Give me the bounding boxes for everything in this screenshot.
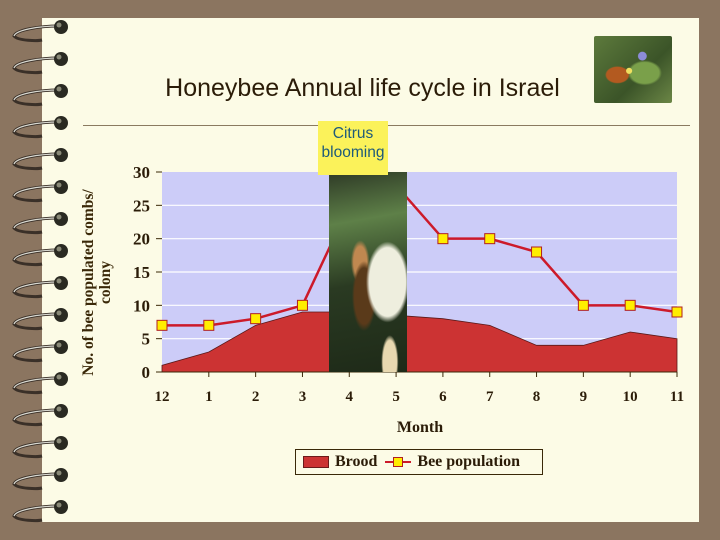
y-tick-label: 25 (133, 196, 150, 215)
x-axis-label: Month (397, 419, 443, 436)
bee-population-marker (296, 299, 308, 311)
y-tick-label: 15 (133, 263, 150, 282)
binding-ring-icon (12, 500, 68, 522)
binding-ring-icon (12, 116, 68, 138)
binding-ring-icon (12, 20, 68, 42)
brood-area (161, 311, 678, 373)
x-tick-label: 4 (346, 389, 354, 405)
binding-ring-icon (12, 436, 68, 458)
bee-population-line (162, 183, 678, 327)
bee-population-marker (203, 319, 215, 331)
brood-swatch-icon (303, 456, 329, 468)
binding-ring-icon (12, 276, 68, 298)
binding-ring-icon (12, 52, 68, 74)
bee-on-flower-photo (594, 36, 672, 103)
bee-on-citrus-blossom-photo (329, 172, 407, 372)
citrus-blooming-annotation: Citrus blooming (318, 121, 388, 175)
binding-ring-icon (12, 84, 68, 106)
bee-population-marker (531, 246, 543, 258)
bee-population-marker (484, 233, 496, 245)
binding-ring-icon (12, 468, 68, 490)
binding-ring-icon (12, 212, 68, 234)
bee-population-swatch-icon (385, 455, 412, 469)
x-tick-label: 8 (533, 389, 541, 405)
chart-legend: Brood Bee population (295, 449, 543, 475)
y-tick-label: 5 (142, 330, 151, 349)
x-tick-label: 2 (252, 389, 260, 405)
bee-population-marker (671, 306, 683, 318)
x-tick-label: 5 (392, 389, 400, 405)
binding-ring-icon (12, 404, 68, 426)
y-tick-label: 20 (133, 230, 150, 249)
bee-population-marker (624, 299, 636, 311)
binding-ring-icon (12, 372, 68, 394)
bee-population-marker (156, 319, 168, 331)
binding-ring-icon (12, 340, 68, 362)
bee-population-marker (250, 313, 262, 325)
y-axis-ticks: 0 5 10 15 20 25 30 (133, 163, 162, 382)
x-tick-label: 3 (299, 389, 307, 405)
x-tick-label: 11 (670, 389, 684, 405)
binding-ring-icon (12, 148, 68, 170)
x-tick-label: 12 (155, 389, 170, 405)
x-tick-label: 1 (205, 389, 213, 405)
legend-bee-population-label: Bee population (417, 453, 521, 470)
x-axis-ticks: 12 1 2 3 4 5 6 7 8 9 10 11 (155, 372, 684, 405)
bee-population-marker (437, 233, 449, 245)
legend-brood-label: Brood (335, 453, 378, 470)
x-tick-label: 10 (623, 389, 638, 405)
y-tick-label: 30 (133, 163, 150, 182)
binding-ring-icon (12, 244, 68, 266)
slide-title: Honeybee Annual life cycle in Israel (165, 74, 560, 102)
x-tick-label: 9 (580, 389, 588, 405)
binding-ring-icon (12, 308, 68, 330)
x-tick-label: 7 (486, 389, 494, 405)
x-tick-label: 6 (439, 389, 447, 405)
y-tick-label: 10 (133, 296, 150, 315)
bee-population-marker (577, 299, 589, 311)
y-tick-label: 0 (142, 363, 151, 382)
binding-ring-icon (12, 180, 68, 202)
